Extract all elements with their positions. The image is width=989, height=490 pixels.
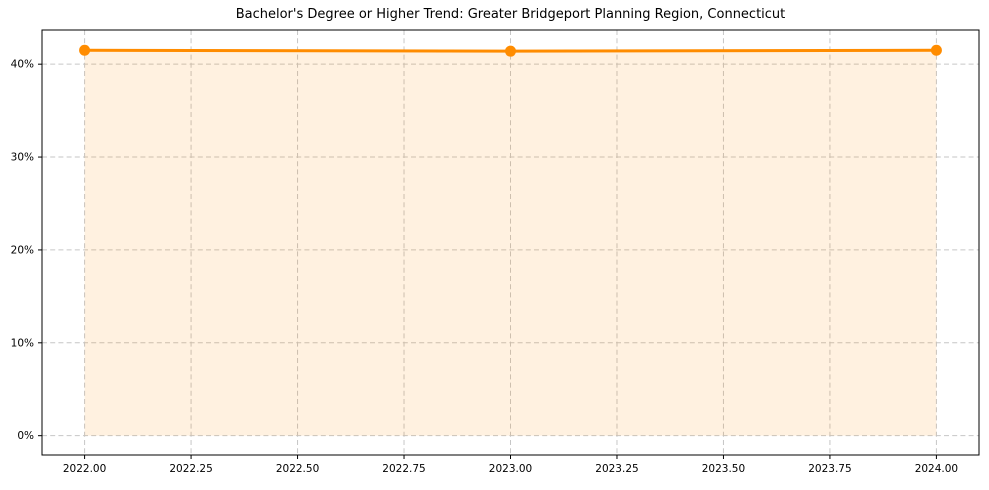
x-tick-label: 2022.00 (63, 463, 106, 475)
x-tick-label: 2022.75 (382, 463, 425, 475)
x-tick-label: 2022.50 (276, 463, 319, 475)
x-tick-label: 2023.50 (702, 463, 745, 475)
x-tick-label: 2023.00 (489, 463, 532, 475)
x-tick-label: 2023.25 (595, 463, 638, 475)
y-tick-label: 20% (11, 244, 34, 256)
data-point-marker (79, 44, 91, 56)
area-fill (84, 50, 937, 436)
x-tick-label: 2024.00 (915, 463, 958, 475)
data-point-marker (930, 44, 942, 56)
chart-title: Bachelor's Degree or Higher Trend: Great… (235, 7, 786, 22)
y-tick-label: 10% (11, 337, 34, 349)
x-tick-label: 2023.75 (808, 463, 851, 475)
x-tick-label: 2022.25 (169, 463, 212, 475)
y-tick-label: 40% (11, 59, 34, 71)
y-tick-label: 30% (11, 152, 34, 164)
data-point-marker (505, 45, 516, 57)
y-tick-label: 0% (17, 430, 34, 442)
